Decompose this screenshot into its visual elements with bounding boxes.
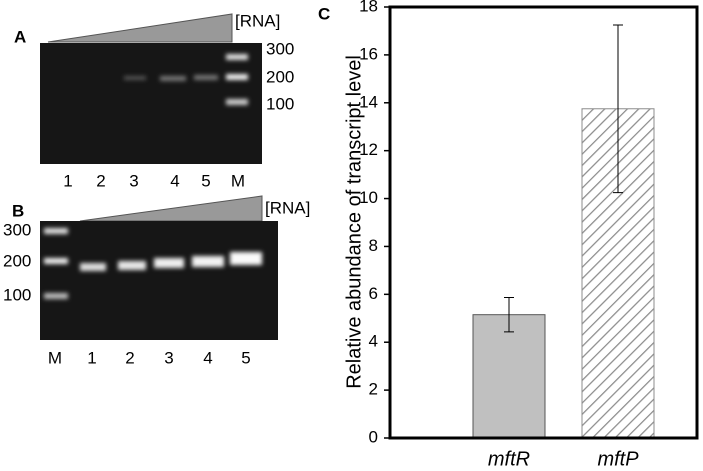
reagent-label: [RNA] [265, 198, 310, 217]
marker-label: 200 [3, 251, 31, 270]
reagent-label: [RNA] [235, 11, 280, 30]
panel-label: A [14, 27, 26, 46]
bar [472, 314, 546, 439]
panel-label: B [12, 201, 24, 220]
x-tick-label: mftP [597, 448, 639, 470]
lane-label: 2 [125, 348, 134, 367]
lane-label: 4 [203, 348, 212, 367]
lane-label: M [231, 171, 245, 190]
gel-image [40, 43, 262, 164]
marker-label: 100 [266, 94, 294, 113]
plot: 0 2 4 6 8 10 12 14 16 18 mftR mftP [359, 0, 655, 470]
lane-label: 1 [63, 171, 72, 190]
lane-label: 5 [241, 348, 250, 367]
y-tick-label: 8 [369, 236, 378, 255]
y-tick-label: 12 [359, 140, 378, 159]
lane-label: 1 [87, 348, 96, 367]
gel-bands [44, 228, 262, 299]
marker-label: 300 [3, 220, 31, 239]
lane-label: 3 [164, 348, 173, 367]
error-bar [613, 24, 623, 194]
lane-label: 4 [170, 171, 179, 190]
marker-label: 100 [3, 285, 31, 304]
lane-label: 5 [201, 171, 210, 190]
gradient-wedge [79, 195, 263, 222]
y-tick-label: 14 [359, 92, 378, 111]
panel-label: C [318, 4, 330, 23]
y-tick-label: 16 [359, 44, 378, 63]
marker-label: 300 [266, 39, 294, 58]
x-tick-label: mftR [488, 448, 530, 470]
gel-image [40, 221, 278, 340]
y-tick-label: 0 [369, 427, 378, 446]
gradient-wedge [47, 13, 233, 43]
marker-label: 200 [266, 67, 294, 86]
y-tick-label: 4 [369, 332, 378, 351]
plot-frame [388, 5, 699, 440]
lane-label: 3 [129, 171, 138, 190]
y-tick-label: 10 [359, 188, 378, 207]
lane-label: 2 [96, 171, 105, 190]
y-tick-label: 18 [359, 0, 378, 15]
gel-bands [124, 54, 248, 105]
lane-label: M [48, 348, 62, 367]
y-axis-title: Relative abundance of transcript level [343, 55, 365, 389]
y-tick-label: 2 [369, 380, 378, 399]
y-tick-label: 6 [369, 284, 378, 303]
error-bar [504, 296, 514, 333]
